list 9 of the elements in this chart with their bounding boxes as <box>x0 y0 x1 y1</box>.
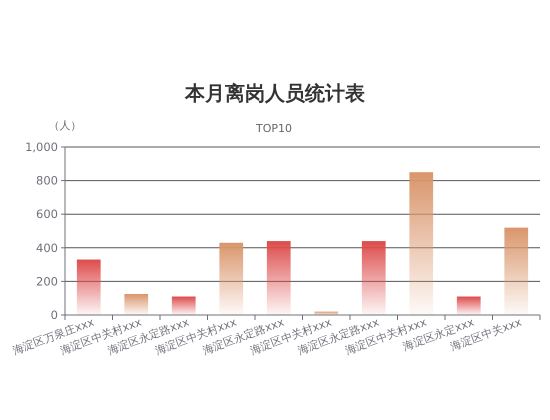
y-tick-label: 600 <box>36 207 58 222</box>
y-tick-label: 400 <box>36 240 58 255</box>
y-axis-title: （人） <box>48 119 82 132</box>
y-tick-label: 200 <box>36 274 58 288</box>
y-tick-label: 0 <box>50 308 58 322</box>
chart-title: 本月离岗人员统计表 <box>184 81 365 105</box>
chart-subtitle: TOP10 <box>254 122 292 135</box>
y-tick-label: 1,000 <box>25 140 58 154</box>
y-tick-label: 800 <box>36 174 58 188</box>
